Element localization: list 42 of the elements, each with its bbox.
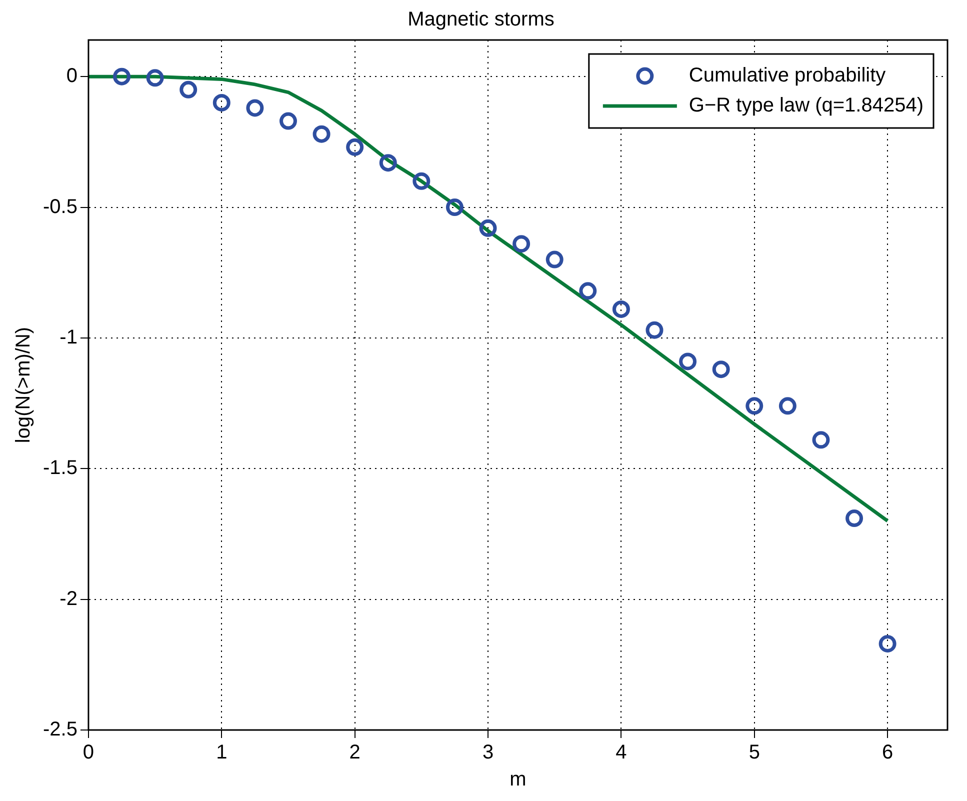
point bbox=[346, 138, 364, 156]
x-tick-label: 5 bbox=[748, 742, 760, 764]
point bbox=[612, 300, 630, 318]
point bbox=[479, 219, 497, 237]
x-axis-title: m bbox=[510, 768, 526, 791]
y-tick-label: -2 bbox=[60, 588, 78, 610]
point bbox=[312, 125, 330, 143]
y-tick-label: -0.5 bbox=[42, 196, 78, 218]
y-axis-title: log(N(>m)/N) bbox=[12, 326, 35, 444]
point bbox=[279, 112, 297, 130]
point bbox=[679, 352, 697, 370]
chart-title: Magnetic storms bbox=[408, 8, 554, 31]
y-tick-label: -1 bbox=[60, 326, 78, 348]
x-tick-label: 4 bbox=[616, 742, 627, 764]
point bbox=[646, 321, 664, 339]
legend-label: Cumulative probability bbox=[688, 64, 886, 87]
x-tick-label: 0 bbox=[82, 742, 94, 764]
y-tick-label: -1.5 bbox=[42, 457, 78, 480]
point bbox=[846, 510, 864, 528]
point bbox=[212, 94, 230, 112]
y-tick-label: 0 bbox=[66, 65, 78, 88]
point bbox=[878, 635, 896, 652]
y-tick-label: -2.5 bbox=[42, 718, 78, 741]
point bbox=[146, 69, 164, 87]
x-tick-label: 2 bbox=[349, 742, 360, 764]
point bbox=[412, 172, 430, 190]
point bbox=[180, 80, 198, 98]
point bbox=[778, 397, 796, 415]
x-tick-label: 6 bbox=[882, 742, 894, 764]
point bbox=[812, 431, 830, 449]
point bbox=[246, 99, 264, 117]
point bbox=[446, 198, 464, 216]
point bbox=[512, 235, 530, 253]
point bbox=[579, 282, 597, 300]
legend-label: G−R type law (q=1.84254) bbox=[688, 94, 924, 117]
point bbox=[379, 154, 397, 172]
point bbox=[712, 360, 730, 378]
x-tick-label: 3 bbox=[482, 742, 494, 764]
point bbox=[546, 250, 564, 268]
point bbox=[113, 68, 131, 86]
point bbox=[746, 397, 764, 415]
x-tick-label: 1 bbox=[216, 742, 228, 764]
